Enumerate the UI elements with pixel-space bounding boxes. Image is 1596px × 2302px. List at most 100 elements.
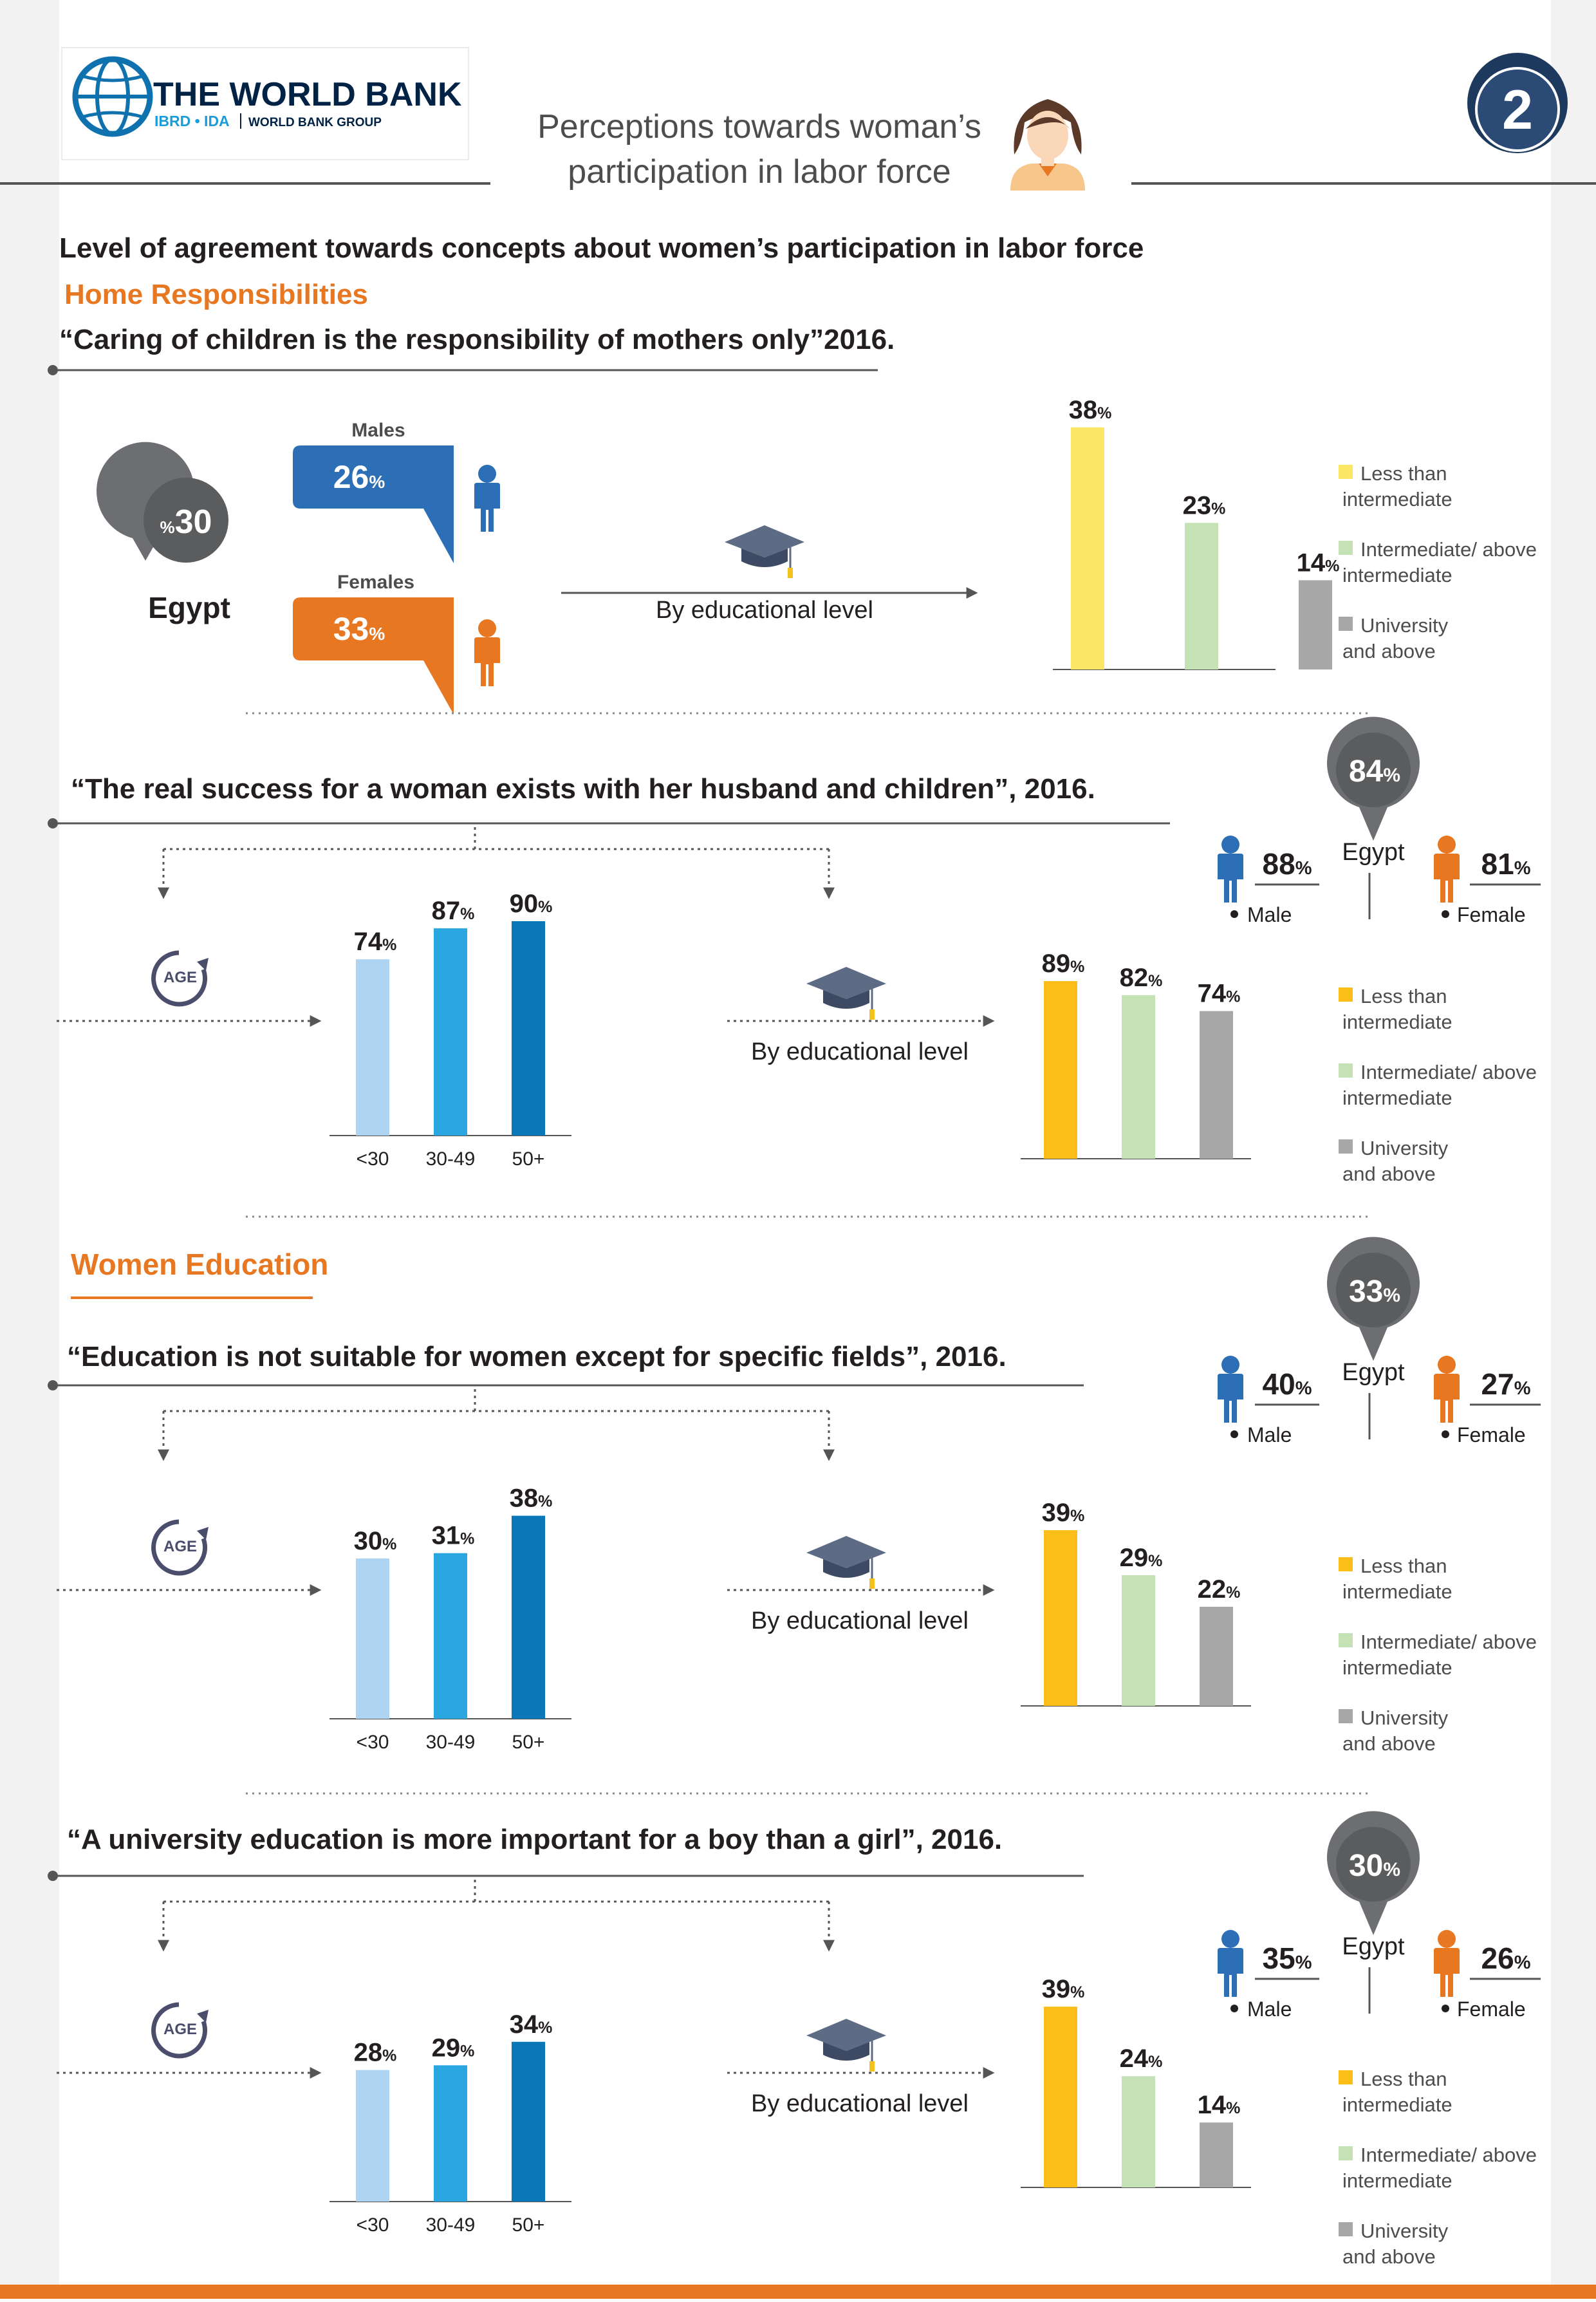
- b4-egypt-value: 30%: [1349, 1849, 1400, 1883]
- b2-male-dot: [1230, 910, 1238, 918]
- b3-edu-value-2-pct: %: [1226, 1584, 1240, 1602]
- b4-male-value-number: 35: [1263, 1942, 1295, 1975]
- b4-female-label: Female: [1457, 1998, 1526, 2021]
- statement-block-4: “A university education is more importan…: [48, 1811, 1541, 2268]
- b3-legend-swatch-0: [1339, 1557, 1353, 1571]
- b2-female-value: 81%: [1481, 847, 1531, 881]
- b3-age-value-1-number: 31: [432, 1522, 461, 1550]
- b2-age-bar-0: [356, 959, 389, 1136]
- b3-edu-value-0: 39%: [1042, 1499, 1085, 1527]
- females-label: Females: [337, 572, 414, 593]
- b3-male-value-pct: %: [1295, 1378, 1312, 1399]
- b3-edu-value-0-pct: %: [1070, 1507, 1084, 1525]
- b3-edu-value-0-number: 39: [1042, 1499, 1071, 1527]
- b2-female-label: Female: [1457, 903, 1526, 926]
- b2-legend-line1-2: University: [1360, 1137, 1449, 1159]
- b2-edu-bar-2: [1200, 1011, 1233, 1159]
- b3-age-ring: [151, 1519, 208, 1576]
- b2-egypt-label: Egypt: [1342, 839, 1405, 866]
- b2-legend: Less than intermediate Intermediate/ above…: [1339, 985, 1537, 1185]
- b4-legend-swatch-0: [1339, 2070, 1353, 2084]
- b2-edu-value-2: 74%: [1198, 980, 1241, 1008]
- b3-age-value-0-pct: %: [382, 1535, 396, 1553]
- page-title-line1: Perceptions towards woman’s: [537, 108, 981, 145]
- b2-female-value-number: 81: [1481, 847, 1514, 881]
- b2-age-value-2-pct: %: [538, 898, 552, 916]
- b4-male-dot: [1230, 2005, 1238, 2012]
- edu1-value-2: 14%: [1297, 548, 1340, 577]
- b2-age-value-0: 74%: [354, 928, 397, 956]
- brand-sub-right: WORLD BANK GROUP: [248, 116, 382, 129]
- b2-age-icon: AGE: [151, 950, 209, 1007]
- b2-edu-label: By educational level: [751, 1038, 969, 1065]
- b4-egypt-value-number: 30: [1349, 1849, 1383, 1883]
- b3-egypt-pin: 33%: [1327, 1237, 1420, 1361]
- legend1-swatch-2: [1339, 617, 1353, 631]
- females-pct-sign: %: [369, 624, 385, 644]
- b2-title: “The real success for a woman exists wit…: [71, 773, 1095, 805]
- b3-edu-value-1: 29%: [1120, 1544, 1163, 1572]
- legend1-line2-2: and above: [1342, 640, 1436, 662]
- page-title-line2: participation in labor force: [568, 153, 951, 191]
- b2-age-value-0-pct: %: [382, 936, 396, 954]
- b4-edu-bar-2: [1200, 2122, 1233, 2187]
- edu1-value-0: 38%: [1069, 396, 1112, 424]
- legend1-swatch-1: [1339, 541, 1353, 555]
- edu1-value-1-number: 23: [1183, 491, 1212, 519]
- b2-age-value-1-pct: %: [460, 905, 474, 923]
- b3-legend-line2-1: intermediate: [1342, 1656, 1452, 1679]
- b3-age-value-0: 30%: [354, 1527, 397, 1555]
- section-title-home: Home Responsibilities: [64, 279, 368, 310]
- b2-age-value-1: 87%: [432, 897, 475, 925]
- brand-name: THE WORLD BANK: [153, 76, 462, 113]
- legend1-line2-1: intermediate: [1342, 564, 1452, 586]
- b3-age-value-2-pct: %: [538, 1493, 552, 1511]
- b3-legend-swatch-1: [1339, 1633, 1353, 1647]
- edu-legend-1: Less than intermediate Intermediate/ above…: [1339, 462, 1537, 662]
- b3-legend-line1-1: Intermediate/ above: [1360, 1631, 1537, 1653]
- b4-age-value-0-pct: %: [382, 2047, 396, 2065]
- b3-edu-value-1-number: 29: [1120, 1544, 1149, 1572]
- b3-age-icon: AGE: [151, 1519, 209, 1576]
- b3-edu-value-2: 22%: [1198, 1575, 1241, 1604]
- b4-age-icon: AGE: [151, 2002, 209, 2059]
- b4-legend-line1-2: University: [1360, 2220, 1449, 2242]
- b4-age-tick-0: <30: [357, 2214, 389, 2236]
- b4-age-value-1-pct: %: [460, 2042, 474, 2060]
- content-panel: [59, 0, 1551, 2299]
- b3-legend-line2-2: and above: [1342, 1732, 1436, 1755]
- b4-male-label: Male: [1247, 1998, 1292, 2021]
- b3-legend: Less than intermediate Intermediate/ above…: [1339, 1555, 1537, 1755]
- b2-legend-line1-0: Less than: [1360, 985, 1447, 1007]
- b2-age-value-0-number: 74: [354, 928, 383, 956]
- b2-age-value-1-number: 87: [432, 897, 461, 925]
- b3-age-text: AGE: [163, 1538, 197, 1555]
- b4-edu-value-0: 39%: [1042, 1975, 1085, 2003]
- b4-title: “A university education is more importan…: [67, 1824, 1002, 1855]
- brand-sub-left: IBRD • IDA: [154, 113, 230, 129]
- b4-female-value-number: 26: [1481, 1942, 1514, 1975]
- b3-edu-value-1-pct: %: [1148, 1552, 1162, 1570]
- legend1-line2-0: intermediate: [1342, 488, 1452, 510]
- b2-edu-value-0-number: 89: [1042, 950, 1071, 978]
- b2-edu-value-1-number: 82: [1120, 964, 1149, 992]
- b4-legend-line2-1: intermediate: [1342, 2169, 1452, 2192]
- b2-age-tick-1: 30-49: [426, 1148, 476, 1170]
- b4-edu-label: By educational level: [751, 2090, 969, 2117]
- b3-age-bar-0: [356, 1558, 389, 1719]
- b2-edu-value-0: 89%: [1042, 950, 1085, 978]
- b2-edu-value-1: 82%: [1120, 964, 1163, 992]
- b3-age-bar-1: [434, 1553, 467, 1719]
- edu1-value-1-pct: %: [1211, 500, 1225, 518]
- b4-edu-value-0-pct: %: [1070, 1983, 1084, 2001]
- intro-heading: Level of agreement towards concepts abou…: [59, 232, 1144, 264]
- b4-age-value-1: 29%: [432, 2034, 475, 2062]
- edu1-value-0-number: 38: [1069, 396, 1098, 424]
- b3-edu-value-2-number: 22: [1198, 1575, 1227, 1604]
- b3-legend-swatch-2: [1339, 1709, 1353, 1723]
- svg-text:26%: 26%: [333, 459, 385, 495]
- b3-age-value-1: 31%: [432, 1522, 475, 1550]
- edu1-value-2-pct: %: [1325, 557, 1339, 575]
- b4-edu-bar-0: [1044, 2007, 1077, 2187]
